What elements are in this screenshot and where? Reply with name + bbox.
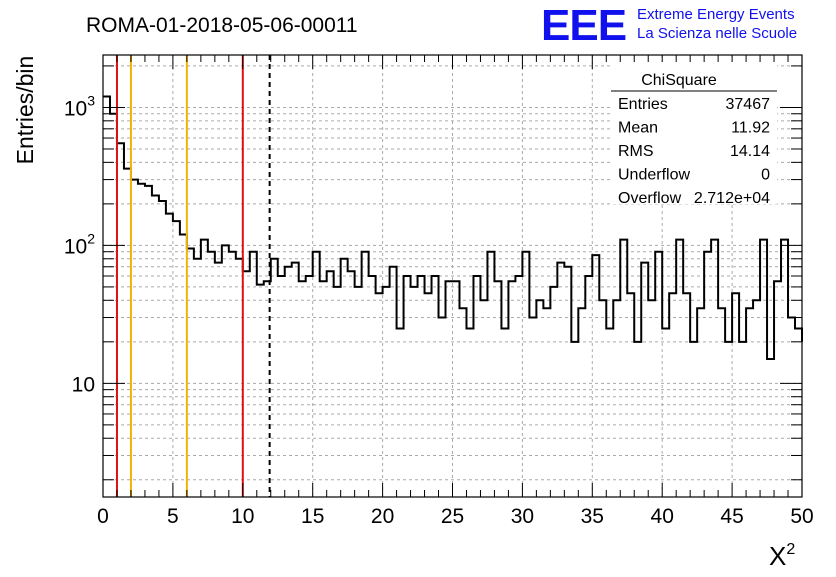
y-tick-label-exp: 3 <box>87 92 95 108</box>
x-tick-label: 0 <box>97 505 109 528</box>
histogram-line <box>103 95 803 361</box>
x-tick-label: 35 <box>581 505 604 528</box>
x-tick-label: 15 <box>301 505 324 528</box>
stats-box: ChiSquare Entries 37467 Mean 11.92 RMS 14.14 U… <box>611 62 777 207</box>
stats-row-value: 2.712e+04 <box>694 190 770 207</box>
stats-box-bg <box>611 62 777 204</box>
eee-logo-mark: EEE <box>541 1 626 50</box>
histogram-series <box>103 95 803 361</box>
stats-row-label: Entries <box>618 96 668 113</box>
x-tick-label: 20 <box>371 505 394 528</box>
stats-row-label: Overflow <box>618 190 682 207</box>
stats-row-value: 0 <box>761 167 770 184</box>
y-tick-label: 103 <box>64 92 95 120</box>
x-tick-label: 25 <box>441 505 464 528</box>
x-axis-label: X2 <box>769 541 795 571</box>
stats-row-value: 37467 <box>726 96 771 113</box>
y-axis-label: Entries/bin <box>12 56 38 165</box>
x-tick-label: 50 <box>790 505 813 528</box>
x-axis-label-main: X <box>769 541 786 571</box>
x-tick-label: 40 <box>651 505 674 528</box>
logo-line-1: Extreme Energy Events <box>637 6 795 23</box>
chart-title: ROMA-01-2018-05-06-00011 <box>86 14 358 37</box>
stats-row-value: 11.92 <box>731 120 770 137</box>
y-tick-label-exp: 2 <box>87 230 95 246</box>
eee-logo: EEE Extreme Energy Events La Scienza nel… <box>541 1 797 50</box>
stats-row-label: Mean <box>618 120 658 137</box>
x-tick-label: 30 <box>511 505 534 528</box>
y-tick-label-base: 10 <box>64 97 87 120</box>
stats-row-value: 14.14 <box>730 143 770 160</box>
x-tick-label: 45 <box>720 505 743 528</box>
x-tick-label: 5 <box>167 505 179 528</box>
x-axis-label-sup: 2 <box>786 541 795 558</box>
y-tick-label: 10 <box>72 373 95 396</box>
logo-line-2: La Scienza nelle Scuole <box>637 25 797 42</box>
x-tick-label: 10 <box>231 505 254 528</box>
stats-rows: Entries 37467 Mean 11.92 RMS 14.14 Underflow 0 O… <box>618 96 770 207</box>
stats-row-label: RMS <box>618 143 654 160</box>
stats-row-label: Underflow <box>618 167 690 184</box>
y-tick-label: 102 <box>64 230 95 258</box>
y-tick-label-base: 10 <box>64 235 87 258</box>
y-tick-label-base: 10 <box>72 373 95 396</box>
stats-title: ChiSquare <box>641 72 717 89</box>
marker-lines <box>115 55 271 497</box>
